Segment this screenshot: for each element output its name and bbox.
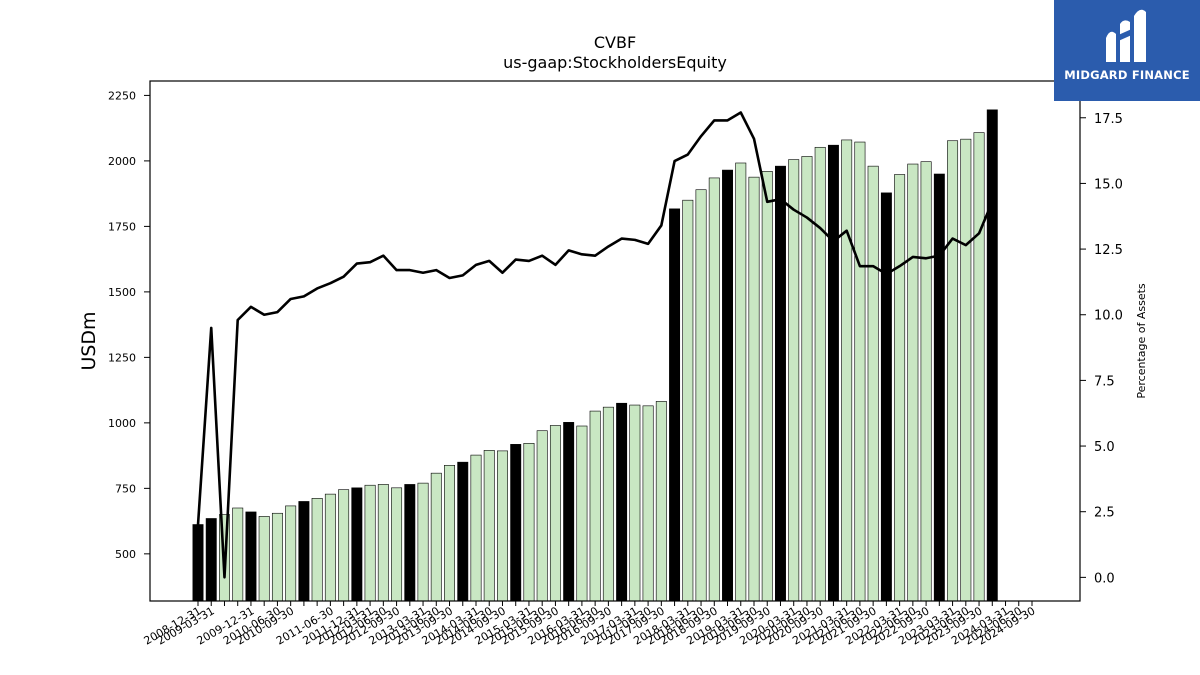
line-series [196, 111, 994, 579]
bar [775, 165, 786, 602]
y2-tick-label: 0.0 [1094, 571, 1115, 586]
brand-logo: MIDGARD FINANCE [1054, 0, 1200, 101]
y2-tick-label: 10.0 [1094, 309, 1123, 324]
bar [748, 176, 760, 602]
logo-text: MIDGARD FINANCE [1064, 68, 1190, 82]
bar [232, 507, 244, 602]
bar [245, 511, 257, 602]
chart-title: CVBF [594, 33, 636, 52]
bar [986, 109, 998, 602]
bar [735, 162, 747, 602]
bar [629, 404, 641, 602]
bar [549, 425, 561, 602]
bar [298, 501, 310, 602]
y2-tick-label: 5.0 [1094, 440, 1115, 455]
bar [417, 482, 429, 602]
bar [920, 161, 932, 602]
bar [669, 208, 681, 602]
bar [391, 487, 403, 602]
bar [933, 173, 945, 602]
bar [682, 199, 694, 602]
bar-series [192, 109, 998, 602]
bar [364, 484, 376, 602]
y-tick-label: 2250 [108, 89, 136, 102]
bar [338, 489, 350, 602]
bar [444, 464, 455, 602]
bar [708, 177, 720, 602]
bar [258, 516, 270, 602]
bar [351, 487, 363, 602]
bar [497, 450, 508, 602]
bar [377, 484, 389, 602]
bar [841, 139, 853, 602]
y-tick-label: 750 [115, 482, 136, 495]
bar [854, 141, 866, 602]
y2-tick-label: 15.0 [1094, 177, 1123, 192]
y-tick-label: 500 [115, 548, 136, 561]
bar [602, 406, 614, 602]
y-axis-label: USDm [78, 311, 100, 370]
bar [616, 402, 628, 602]
bar [563, 422, 575, 602]
y-tick-label: 1500 [108, 286, 136, 299]
midgard-logo-icon [1106, 9, 1146, 62]
bar [205, 518, 217, 602]
y2-tick-label: 17.5 [1094, 112, 1123, 127]
bar [973, 132, 985, 602]
bar [324, 493, 336, 602]
bar [430, 472, 442, 602]
bar [655, 401, 667, 602]
y-tick-label: 2000 [108, 155, 136, 168]
bar [947, 140, 959, 602]
bar [722, 169, 733, 602]
bar [907, 163, 919, 602]
percentage-line [196, 111, 994, 579]
bar [788, 159, 800, 602]
bar [192, 524, 204, 602]
bar [510, 444, 522, 602]
bar [695, 189, 707, 602]
bar [827, 144, 839, 602]
bar [801, 156, 813, 602]
bar [867, 165, 879, 602]
y-axis-right: 0.0 2.5 5.0 7.5 10.0 12.5 15.0 17.5 [1080, 112, 1123, 586]
y-tick-label: 1000 [108, 417, 136, 430]
bar [311, 498, 323, 602]
y2-tick-label: 12.5 [1094, 243, 1123, 258]
y2-tick-label: 7.5 [1094, 374, 1115, 389]
bar [814, 146, 826, 602]
x-axis: 2008-12-312009-03-312009-12-312010-06-30… [142, 601, 1038, 648]
bar [642, 405, 654, 602]
bar [960, 138, 972, 602]
bar [271, 512, 283, 602]
bar [880, 192, 892, 602]
y2-axis-label: Percentage of Assets [1135, 283, 1148, 399]
bar [523, 442, 535, 602]
bar [483, 450, 495, 602]
bar [589, 410, 601, 602]
y-tick-label: 1750 [108, 220, 136, 233]
bar [536, 430, 548, 602]
plot-frame [149, 80, 1081, 602]
y-axis-left: 500 750 1000 1250 1500 1750 2000 2250 [108, 89, 150, 561]
bar [761, 171, 773, 602]
bar [404, 484, 416, 602]
bar [894, 174, 906, 602]
bar [576, 425, 588, 602]
bar [457, 461, 469, 602]
y-tick-label: 1250 [108, 351, 136, 364]
bar [470, 454, 482, 602]
y2-tick-label: 2.5 [1094, 506, 1115, 521]
chart-subtitle: us-gaap:StockholdersEquity [503, 53, 727, 72]
bar [285, 505, 297, 602]
